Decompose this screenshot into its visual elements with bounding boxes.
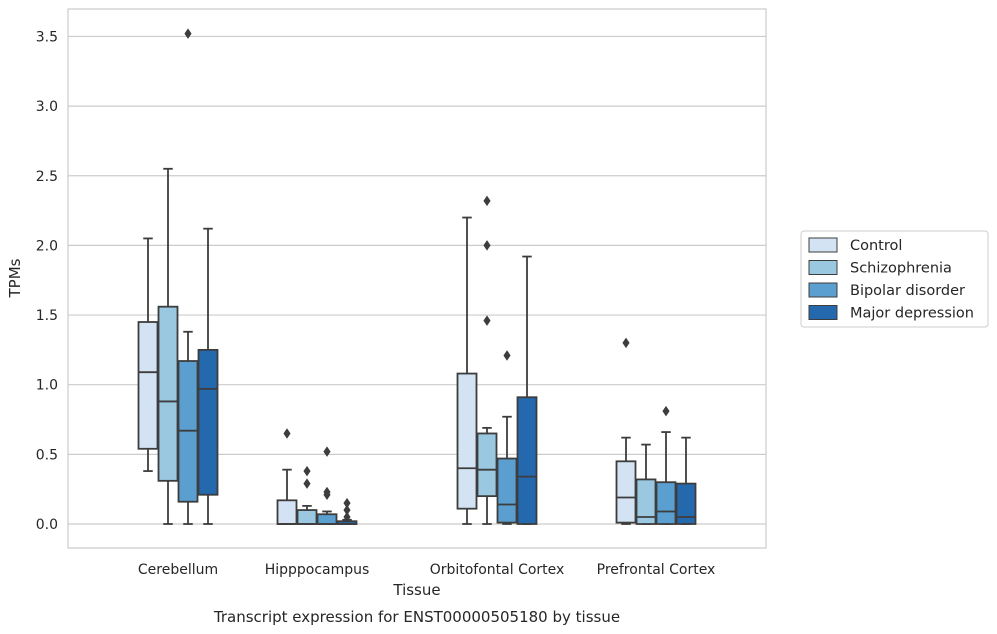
box-element bbox=[197, 227, 219, 525]
box-body bbox=[476, 432, 498, 498]
x-tick-labels: Cerebellum Hipppocampus Orbitofontal Corte… bbox=[138, 562, 715, 578]
y-tick-label: 2.5 bbox=[36, 169, 58, 185]
box-element bbox=[675, 436, 697, 525]
box-body bbox=[157, 305, 179, 482]
legend-swatch bbox=[808, 237, 838, 253]
box-body bbox=[675, 482, 697, 525]
x-tick-label: Prefrontal Cortex bbox=[597, 562, 716, 578]
box-body bbox=[615, 460, 637, 524]
x-tick-label: Hipppocampus bbox=[265, 562, 370, 578]
legend-swatch bbox=[808, 305, 838, 320]
box-element bbox=[276, 428, 298, 525]
legend: Control Schizophrenia Bipolar disorder Majo… bbox=[800, 230, 989, 328]
boxes bbox=[137, 28, 697, 525]
box-body bbox=[296, 509, 318, 525]
box-element bbox=[137, 237, 159, 472]
box-body bbox=[197, 348, 219, 496]
x-tick-label: Orbitofontal Cortex bbox=[430, 562, 565, 578]
legend-label: Bipolar disorder bbox=[850, 283, 965, 299]
y-tick-label: 3.5 bbox=[36, 29, 58, 45]
box-body bbox=[137, 321, 159, 450]
outlier-point bbox=[622, 337, 630, 349]
outlier-point bbox=[483, 240, 491, 251]
box-element bbox=[177, 28, 199, 525]
y-axis-label: TPMs bbox=[6, 258, 24, 298]
outlier-point bbox=[303, 478, 311, 489]
box-element bbox=[336, 497, 358, 525]
y-tick-label: 3.0 bbox=[36, 99, 58, 115]
box-element bbox=[476, 195, 498, 525]
outlier-point bbox=[303, 465, 311, 477]
legend-swatch bbox=[808, 260, 838, 275]
outlier-point bbox=[503, 350, 511, 361]
x-tick-label: Cerebellum bbox=[138, 562, 218, 578]
outlier-point bbox=[323, 446, 331, 457]
y-tick-label: 0.5 bbox=[36, 447, 58, 463]
box-body bbox=[276, 499, 298, 525]
box-body bbox=[316, 513, 338, 525]
x-axis-label: Tissue bbox=[392, 581, 440, 599]
y-tick-labels: 0.0 0.5 1.0 1.5 2.0 2.5 3.0 3.5 bbox=[36, 29, 58, 533]
box-element bbox=[496, 350, 518, 525]
outlier-point bbox=[483, 195, 491, 207]
legend-label: Major depression bbox=[850, 306, 974, 322]
y-tick-label: 1.0 bbox=[36, 378, 58, 394]
y-tick-label: 0.0 bbox=[36, 517, 58, 533]
box-element bbox=[456, 216, 478, 525]
legend-label: Control bbox=[850, 238, 902, 254]
box-body bbox=[456, 372, 478, 510]
outlier-point bbox=[343, 511, 351, 523]
outlier-point bbox=[483, 315, 491, 326]
outlier-point bbox=[323, 486, 331, 498]
box-body bbox=[655, 481, 677, 525]
y-tick-label: 1.5 bbox=[36, 308, 58, 324]
legend-label: Schizophrenia bbox=[850, 261, 952, 277]
box-body bbox=[635, 478, 657, 525]
outlier-point bbox=[343, 497, 351, 509]
chart-title: Transcript expression for ENST0000050518… bbox=[213, 608, 620, 626]
legend-frame bbox=[800, 230, 989, 328]
box-element bbox=[635, 443, 657, 525]
outlier-point bbox=[283, 428, 291, 439]
legend-swatch bbox=[808, 282, 838, 298]
outlier-point bbox=[184, 28, 192, 39]
outlier-point bbox=[662, 405, 670, 417]
box-body bbox=[516, 396, 538, 525]
box-element bbox=[615, 337, 637, 525]
box-element bbox=[296, 465, 318, 525]
y-tick-label: 2.0 bbox=[36, 238, 58, 254]
box-body bbox=[496, 457, 518, 524]
box-element bbox=[316, 446, 338, 525]
outlier-point bbox=[343, 504, 351, 516]
box-element bbox=[516, 255, 538, 525]
box-element bbox=[157, 167, 179, 525]
box-element bbox=[655, 405, 677, 525]
